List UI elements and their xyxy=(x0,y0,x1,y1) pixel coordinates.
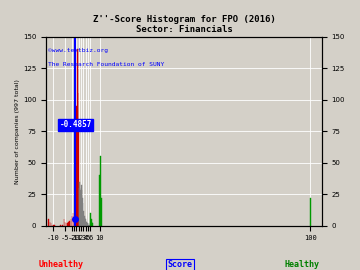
Bar xyxy=(90,213,91,226)
Bar xyxy=(80,188,81,226)
Text: ©www.textbiz.org: ©www.textbiz.org xyxy=(48,48,108,53)
Bar xyxy=(99,175,100,226)
Bar xyxy=(53,225,54,226)
Bar xyxy=(310,198,311,226)
Bar xyxy=(75,222,76,226)
Bar xyxy=(62,225,63,226)
Text: Unhealthy: Unhealthy xyxy=(39,260,84,269)
Bar xyxy=(100,156,101,226)
Title: Z''-Score Histogram for FPO (2016)
Sector: Financials: Z''-Score Histogram for FPO (2016) Secto… xyxy=(93,15,275,34)
Bar xyxy=(77,93,78,226)
Bar xyxy=(66,223,67,226)
Bar xyxy=(78,125,79,226)
Bar xyxy=(85,220,86,226)
Text: Score: Score xyxy=(167,260,193,269)
Text: Healthy: Healthy xyxy=(285,260,320,269)
Bar xyxy=(76,106,77,226)
Bar xyxy=(87,223,88,226)
Bar xyxy=(74,220,75,226)
Bar xyxy=(63,220,64,226)
Bar xyxy=(54,225,55,226)
Bar xyxy=(83,203,84,226)
Y-axis label: Number of companies (997 total): Number of companies (997 total) xyxy=(15,79,20,184)
Bar xyxy=(79,182,80,226)
Bar xyxy=(68,222,69,226)
Text: The Research Foundation of SUNY: The Research Foundation of SUNY xyxy=(48,62,165,67)
Text: -0.4857: -0.4857 xyxy=(59,120,92,129)
Bar xyxy=(86,222,87,226)
Bar xyxy=(67,223,68,226)
Bar xyxy=(69,221,70,226)
Bar xyxy=(89,225,90,226)
Bar xyxy=(81,185,82,226)
Bar xyxy=(52,225,53,226)
Bar xyxy=(91,222,92,226)
Bar xyxy=(101,198,102,226)
Bar xyxy=(88,225,89,226)
Bar xyxy=(92,223,93,226)
Bar xyxy=(48,220,49,226)
Bar xyxy=(84,216,85,226)
Bar xyxy=(82,198,83,226)
